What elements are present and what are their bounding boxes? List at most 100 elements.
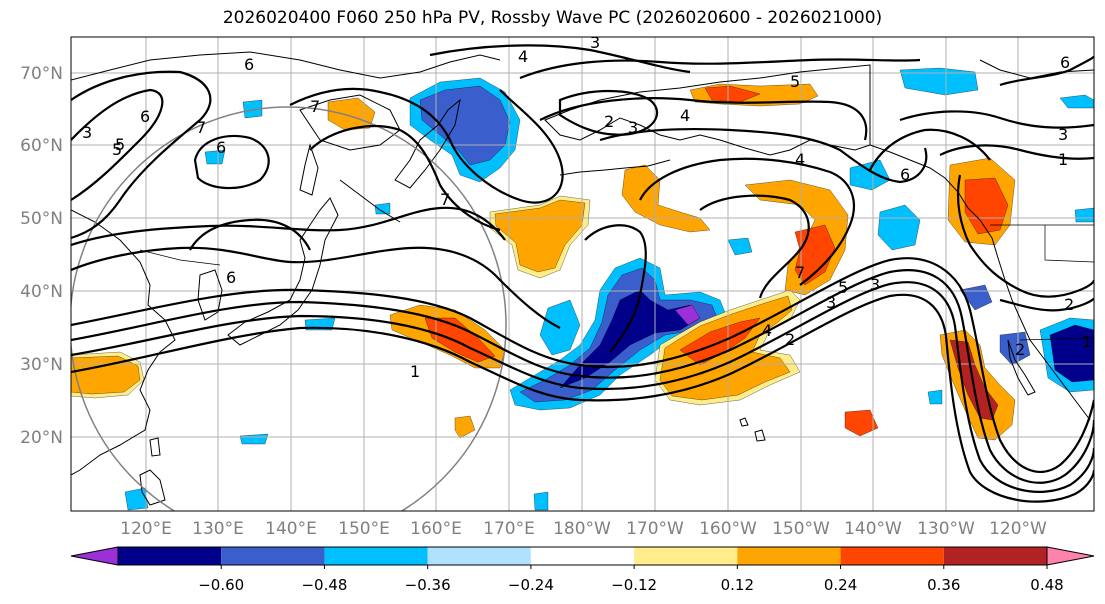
lat-label: 40°N <box>20 282 63 302</box>
colorbar-cell <box>221 547 325 565</box>
lat-label: 60°N <box>20 136 63 156</box>
anomaly-negative <box>533 491 549 511</box>
colorbar-tick-label: 0.12 <box>721 576 754 594</box>
anomaly-negative <box>1059 94 1094 109</box>
contour-label: 1 <box>410 362 420 381</box>
anomaly-negative <box>674 304 701 326</box>
anomaly-positive <box>454 415 476 439</box>
pv-contour-line <box>599 127 928 184</box>
map-frame <box>70 36 1095 512</box>
pv-contour-line <box>71 293 1094 503</box>
lat-label: 50°N <box>20 209 63 229</box>
contour-label: 7 <box>196 118 206 137</box>
anomaly-positive <box>964 177 1009 235</box>
colorbar-ticks: −0.60 −0.48 −0.36 −0.24 −0.12 0.12 0.24 0.36 0.4… <box>198 565 1064 594</box>
pv-contour-line <box>584 224 647 353</box>
lon-label: 140°W <box>844 519 902 539</box>
contour-label: 3 <box>1058 125 1068 144</box>
pv-contour-line <box>429 44 691 74</box>
contour-label: 1 <box>1058 150 1068 169</box>
contour-label: 7 <box>795 263 805 282</box>
anomaly-negative <box>1074 207 1094 223</box>
lon-label: 120°W <box>989 519 1047 539</box>
pv-contour-line <box>189 218 311 251</box>
anomaly-positive <box>844 409 879 437</box>
lon-label: 130°E <box>192 519 244 539</box>
contour-label: 5 <box>790 72 800 91</box>
pv-contour-line <box>999 297 1094 312</box>
contour-label: 6 <box>244 55 254 74</box>
contour-label: 3 <box>628 118 638 137</box>
colorbar-tick-label: 0.24 <box>824 576 857 594</box>
lon-label: 140°E <box>265 519 317 539</box>
colorbar-extend-min <box>70 546 119 566</box>
colorbar-cell <box>737 547 841 565</box>
colorbar-cell <box>427 547 531 565</box>
colorbar-cells <box>117 546 1048 566</box>
anomaly-negative <box>727 237 753 256</box>
contour-label: 5 <box>115 135 125 154</box>
contour-label: 7 <box>440 190 450 209</box>
lon-label: 120°E <box>120 519 172 539</box>
pv-contour-line <box>71 269 1094 484</box>
colorbar-tick-label: −0.12 <box>611 576 657 594</box>
lon-label: 130°W <box>917 519 975 539</box>
colorbar-tick-label: −0.60 <box>198 576 244 594</box>
map-gridlines <box>71 37 1094 511</box>
anomaly-negative <box>242 99 263 119</box>
colorbar-cell <box>118 547 222 565</box>
pv-contour-line <box>999 55 1094 87</box>
contour-label: 4 <box>518 47 528 66</box>
contour-label: 6 <box>140 107 150 126</box>
contour-label: 4 <box>680 106 690 125</box>
map-content: 3 4 5 6 7 6 7 2 3 4 5 6 7 6 6 5 4 3 2 1 … <box>71 37 1094 511</box>
pv-contour-line <box>71 206 506 247</box>
contour-label: 6 <box>1060 53 1070 72</box>
colorbar-tick-label: −0.48 <box>301 576 347 594</box>
anomaly-negative <box>374 202 391 215</box>
contour-label: 4 <box>795 150 805 169</box>
lat-label: 20°N <box>20 428 63 448</box>
contour-label: 6 <box>216 138 226 157</box>
colorbar-tick-label: −0.36 <box>405 576 451 594</box>
pv-contour-line <box>699 194 810 299</box>
lat-label: 30°N <box>20 355 63 375</box>
lon-label: 170°E <box>483 519 535 539</box>
pv-contour-line <box>956 174 1094 298</box>
pv-contour-line <box>289 87 564 204</box>
contour-label: 1 <box>1082 332 1092 351</box>
colorbar-cell <box>324 547 428 565</box>
pv-contour-line <box>939 144 1094 160</box>
colorbar-tick-label: 0.36 <box>927 576 960 594</box>
contour-label: 3 <box>870 275 880 294</box>
contour-label: 3 <box>826 293 836 312</box>
anomaly-negative <box>124 487 149 511</box>
contour-label: 5 <box>838 278 848 297</box>
colorbar-tick-label: −0.24 <box>508 576 554 594</box>
contour-label: 6 <box>900 165 910 184</box>
lon-label: 160°W <box>699 519 757 539</box>
colorbar-extend-max <box>1046 546 1095 566</box>
contour-labels: 3 4 5 6 7 6 7 2 3 4 5 6 7 6 6 5 4 3 2 1 … <box>82 37 1092 381</box>
lon-label: 170°W <box>626 519 684 539</box>
contour-label: 7 <box>310 97 320 116</box>
pv-contour-line <box>71 257 1094 473</box>
pv-contour-line <box>71 246 561 329</box>
contour-label: 6 <box>226 268 236 287</box>
anomaly-negative <box>1049 324 1094 383</box>
anomaly-positive <box>704 85 761 103</box>
pv-contour-line <box>539 97 868 141</box>
lon-label: 160°E <box>410 519 462 539</box>
pv-contour-line <box>558 89 659 136</box>
pv-contour-line <box>71 88 164 201</box>
colorbar-cell <box>634 547 738 565</box>
pv-contour-line <box>309 124 501 232</box>
country-borders <box>139 65 1094 341</box>
contour-label: 2 <box>785 330 795 349</box>
pv-contour-line <box>869 128 991 171</box>
pv-contours <box>71 44 1094 503</box>
colorbar-cell <box>840 547 944 565</box>
latitude-labels: 70°N 60°N 50°N 40°N 30°N 20°N <box>20 64 63 448</box>
colorbar-tick-label: 0.48 <box>1030 576 1063 594</box>
